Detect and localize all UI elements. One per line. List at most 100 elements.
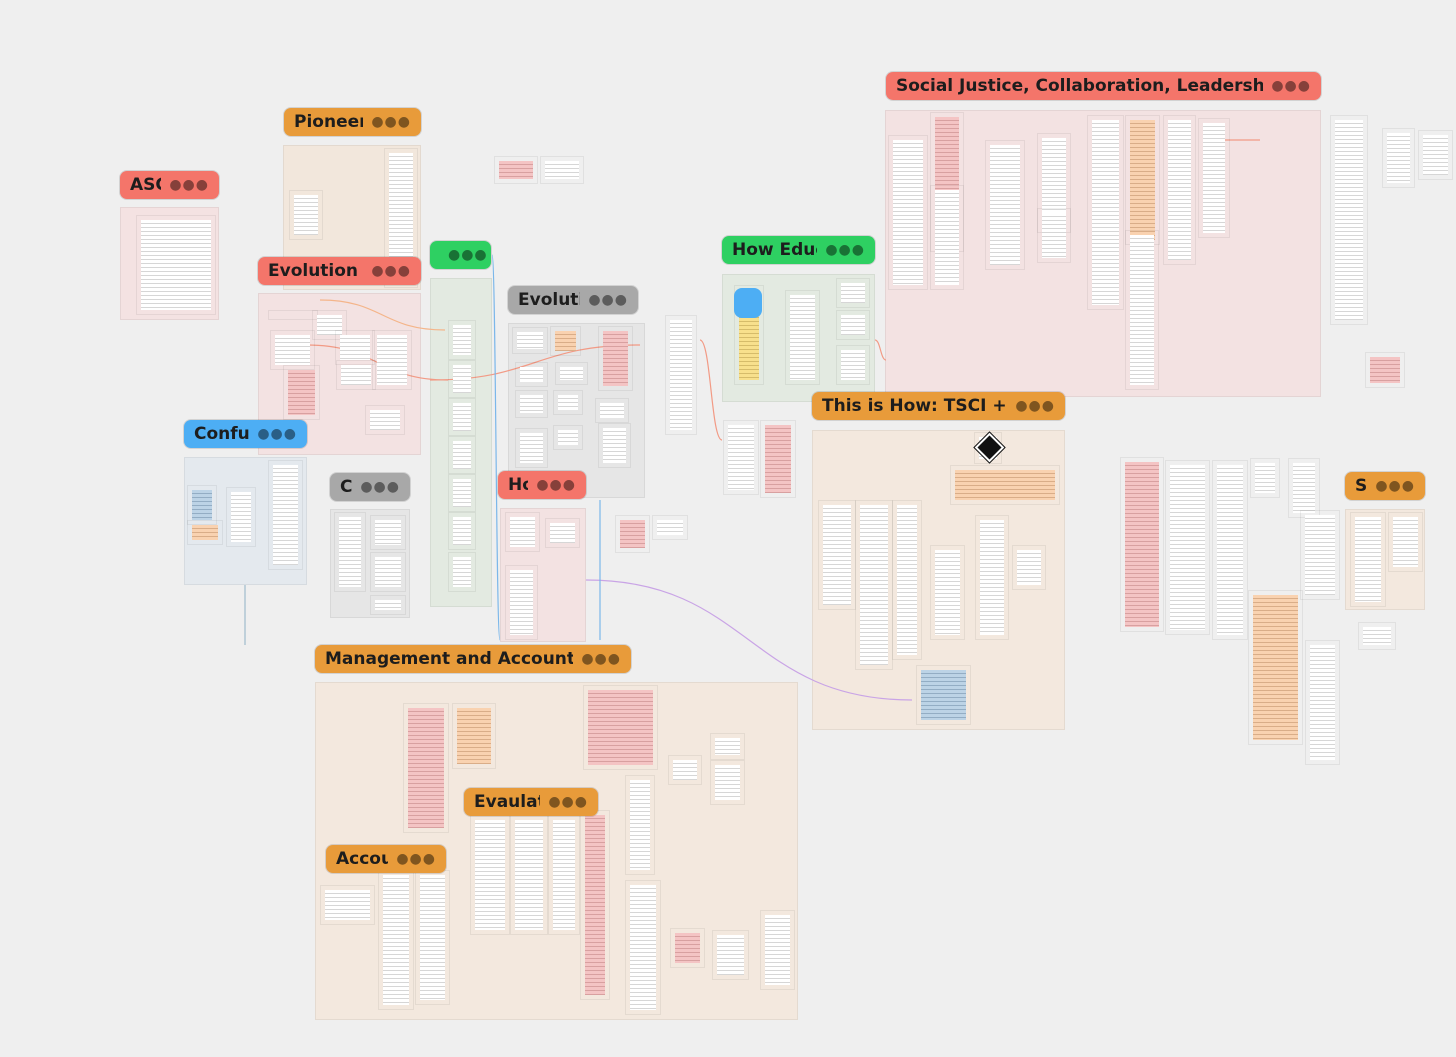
note-card[interactable] <box>136 215 216 315</box>
more-dots-icon[interactable]: ●●● <box>169 177 209 193</box>
note-card[interactable] <box>975 515 1009 640</box>
note-card[interactable] <box>448 436 476 474</box>
note-card[interactable] <box>335 330 375 365</box>
group-title-ho[interactable]: Ho... ●●● <box>498 471 586 499</box>
group-title-how-educ[interactable]: How Educ... ●●● <box>722 236 875 264</box>
note-card[interactable] <box>370 515 406 550</box>
note-card[interactable] <box>370 595 406 615</box>
note-card[interactable] <box>545 518 580 548</box>
group-title-evolutio[interactable]: Evolutio... ●●● <box>508 286 638 314</box>
note-card[interactable] <box>710 733 745 760</box>
note-card[interactable] <box>403 703 449 833</box>
note-card[interactable] <box>515 390 548 418</box>
more-dots-icon[interactable]: ●●● <box>581 651 621 667</box>
note-card[interactable] <box>785 290 820 385</box>
note-card[interactable] <box>1250 458 1280 498</box>
note-card[interactable] <box>268 460 303 570</box>
note-card[interactable] <box>448 474 476 512</box>
more-dots-icon[interactable]: ●●● <box>536 477 576 493</box>
note-card[interactable] <box>712 930 749 980</box>
note-card[interactable] <box>268 310 318 320</box>
note-card[interactable] <box>668 755 702 785</box>
note-card[interactable] <box>365 405 405 435</box>
note-card[interactable] <box>710 760 745 805</box>
more-dots-icon[interactable]: ●●● <box>1015 398 1055 414</box>
note-card[interactable] <box>1248 590 1303 745</box>
more-dots-icon[interactable]: ●●● <box>360 479 400 495</box>
note-card[interactable] <box>892 500 922 660</box>
note-card[interactable] <box>1012 545 1046 590</box>
note-card[interactable] <box>553 425 583 450</box>
note-card[interactable] <box>985 140 1025 270</box>
note-card[interactable] <box>1358 622 1396 650</box>
note-card[interactable] <box>510 815 548 935</box>
note-card[interactable] <box>415 870 450 1005</box>
more-dots-icon[interactable]: ●●● <box>257 426 297 442</box>
note-card[interactable] <box>452 703 496 769</box>
note-card[interactable] <box>470 815 510 935</box>
group-title-confus[interactable]: Confus... ●●● <box>184 420 307 448</box>
note-card[interactable] <box>1165 460 1210 635</box>
note-card[interactable] <box>515 428 548 468</box>
group-title-management[interactable]: Management and Accountability ●●● <box>315 645 631 673</box>
note-card[interactable] <box>1365 352 1405 388</box>
note-card[interactable] <box>448 398 476 436</box>
note-card[interactable] <box>378 870 414 1010</box>
note-card[interactable] <box>1125 230 1159 390</box>
note-card[interactable] <box>448 320 476 360</box>
more-dots-icon[interactable]: ●●● <box>371 114 411 130</box>
note-card[interactable] <box>448 552 476 592</box>
group-title-social-justice[interactable]: Social Justice, Collaboration, Leadershi… <box>886 72 1321 100</box>
note-card[interactable] <box>1305 640 1340 765</box>
group-title-this-is-how[interactable]: This is How: TSCI + AS... ●●● <box>812 392 1065 420</box>
group-title-accou[interactable]: Accou... ●●● <box>326 845 446 873</box>
note-card[interactable] <box>512 327 548 354</box>
note-card[interactable] <box>1125 115 1160 245</box>
blue-shape[interactable] <box>734 288 762 318</box>
note-card[interactable] <box>625 775 655 875</box>
note-card[interactable] <box>1288 458 1320 518</box>
more-dots-icon[interactable]: ●●● <box>371 263 411 279</box>
note-card[interactable] <box>665 315 697 435</box>
note-card[interactable] <box>334 512 366 592</box>
note-card[interactable] <box>548 815 580 935</box>
note-card[interactable] <box>625 880 661 1015</box>
note-card[interactable] <box>615 515 650 553</box>
note-card[interactable] <box>494 156 538 184</box>
note-card[interactable] <box>1198 118 1230 238</box>
note-card[interactable] <box>515 362 548 387</box>
note-card[interactable] <box>583 685 658 770</box>
group-title-evolution-of[interactable]: Evolution of ... ●●● <box>258 257 421 285</box>
note-card[interactable] <box>553 390 583 415</box>
note-card[interactable] <box>598 326 633 391</box>
note-card[interactable] <box>187 520 223 545</box>
group-title-evaulation[interactable]: Evaulation ●●● <box>464 788 598 816</box>
note-card[interactable] <box>550 326 581 356</box>
note-card[interactable] <box>652 515 688 540</box>
note-card[interactable] <box>187 485 217 525</box>
note-card[interactable] <box>598 423 631 468</box>
note-card[interactable] <box>505 512 540 552</box>
group-title-asc[interactable]: ASC... ●●● <box>120 171 219 199</box>
group-title-c[interactable]: C... ●●● <box>330 473 410 501</box>
more-dots-icon[interactable]: ●●● <box>548 794 588 810</box>
note-card[interactable] <box>270 330 315 370</box>
note-card[interactable] <box>540 156 584 184</box>
note-card[interactable] <box>1163 115 1196 265</box>
note-card[interactable] <box>312 310 347 340</box>
more-dots-icon[interactable]: ●●● <box>1271 78 1311 94</box>
more-dots-icon[interactable]: ●●● <box>1375 478 1415 494</box>
note-card[interactable] <box>580 810 610 1000</box>
note-card[interactable] <box>1037 208 1071 263</box>
note-card[interactable] <box>1350 512 1386 607</box>
note-card[interactable] <box>836 278 870 308</box>
note-card[interactable] <box>888 135 928 290</box>
note-card[interactable] <box>760 910 795 990</box>
note-card[interactable] <box>916 665 971 725</box>
note-card[interactable] <box>1087 115 1124 310</box>
note-card[interactable] <box>1300 510 1340 600</box>
note-card[interactable] <box>1212 460 1248 640</box>
note-card[interactable] <box>836 345 870 385</box>
note-card[interactable] <box>1120 457 1164 632</box>
note-card[interactable] <box>818 500 856 610</box>
